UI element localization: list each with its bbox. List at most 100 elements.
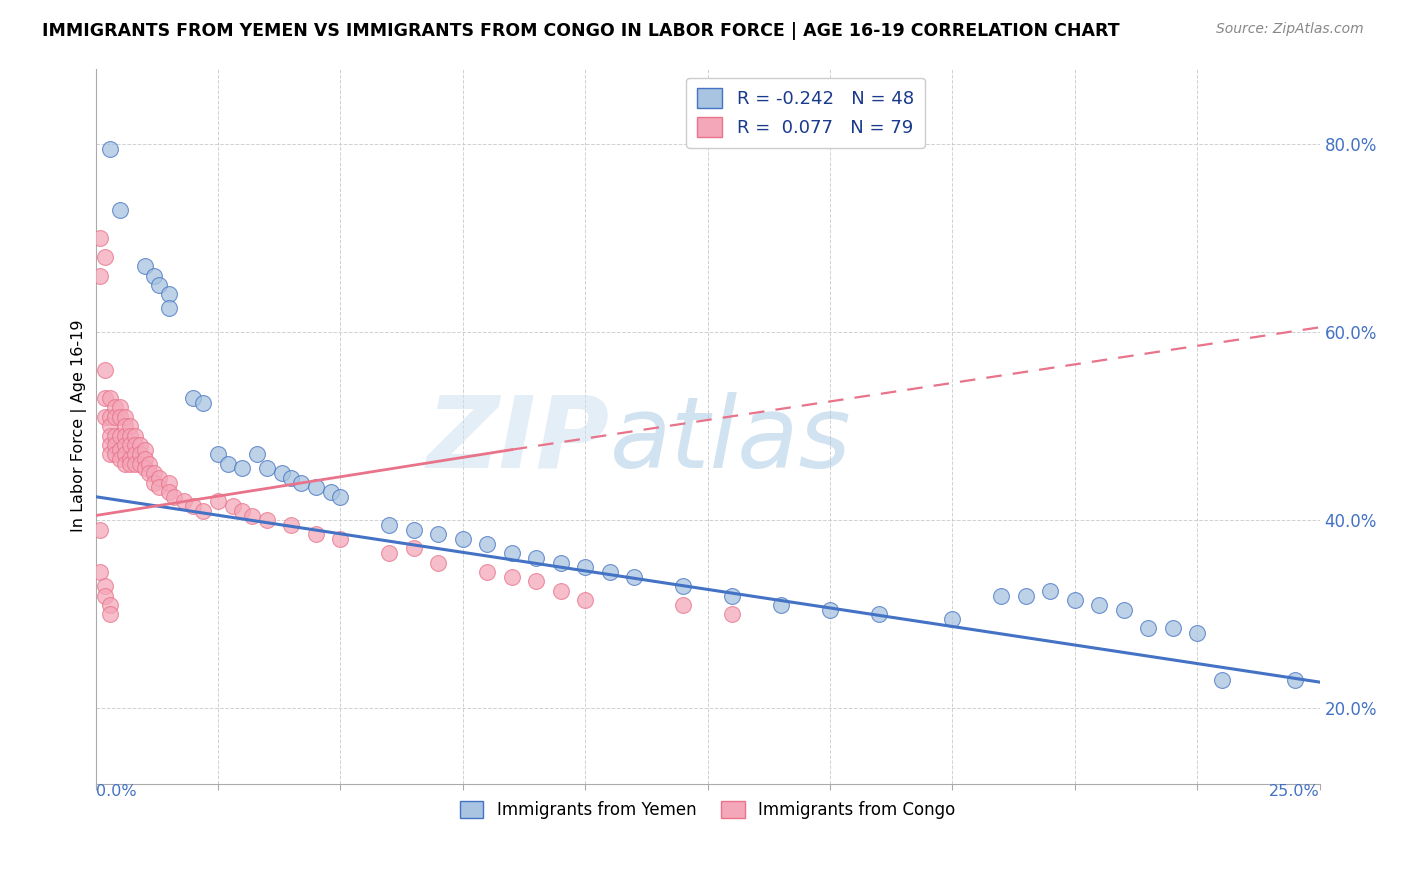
Point <box>124 457 146 471</box>
Point <box>108 401 131 415</box>
Point <box>118 419 141 434</box>
Point <box>1185 626 1208 640</box>
Point <box>378 546 401 560</box>
Point <box>221 499 243 513</box>
Text: atlas: atlas <box>610 392 851 489</box>
Point <box>427 527 450 541</box>
Point <box>98 428 121 442</box>
Point <box>89 231 111 245</box>
Point <box>451 532 474 546</box>
Point <box>138 466 160 480</box>
Y-axis label: In Labor Force | Age 16-19: In Labor Force | Age 16-19 <box>72 320 87 533</box>
Point <box>134 442 156 457</box>
Point <box>98 447 121 461</box>
Point <box>501 570 523 584</box>
Point <box>329 490 352 504</box>
Text: ZIP: ZIP <box>426 392 610 489</box>
Point <box>240 508 263 523</box>
Point <box>114 438 136 452</box>
Point <box>574 560 596 574</box>
Point <box>128 438 150 452</box>
Point <box>1161 622 1184 636</box>
Point <box>94 579 117 593</box>
Point <box>114 409 136 424</box>
Point <box>89 268 111 283</box>
Point <box>183 499 205 513</box>
Point <box>868 607 890 622</box>
Point <box>143 475 166 490</box>
Point <box>89 565 111 579</box>
Point <box>114 428 136 442</box>
Point <box>118 428 141 442</box>
Point <box>207 447 229 461</box>
Point <box>173 494 195 508</box>
Text: IMMIGRANTS FROM YEMEN VS IMMIGRANTS FROM CONGO IN LABOR FORCE | AGE 16-19 CORREL: IMMIGRANTS FROM YEMEN VS IMMIGRANTS FROM… <box>42 22 1119 40</box>
Point <box>114 447 136 461</box>
Point <box>329 532 352 546</box>
Point <box>672 579 695 593</box>
Point <box>118 452 141 467</box>
Point <box>524 550 547 565</box>
Point <box>305 480 328 494</box>
Point <box>427 556 450 570</box>
Point <box>1088 598 1111 612</box>
Point <box>183 391 205 405</box>
Point <box>98 438 121 452</box>
Point <box>402 541 425 556</box>
Point <box>818 602 841 616</box>
Point <box>550 556 572 570</box>
Point <box>1284 673 1306 688</box>
Point <box>98 607 121 622</box>
Point <box>124 428 146 442</box>
Text: Source: ZipAtlas.com: Source: ZipAtlas.com <box>1216 22 1364 37</box>
Point <box>124 447 146 461</box>
Point <box>143 268 166 283</box>
Point <box>163 490 186 504</box>
Point <box>114 457 136 471</box>
Point <box>231 461 253 475</box>
Point <box>193 395 215 409</box>
Point <box>256 513 278 527</box>
Point <box>134 461 156 475</box>
Point <box>378 517 401 532</box>
Point <box>193 504 215 518</box>
Point <box>550 583 572 598</box>
Point <box>207 494 229 508</box>
Point <box>246 447 269 461</box>
Point <box>104 401 127 415</box>
Point <box>104 438 127 452</box>
Point <box>157 287 180 301</box>
Point <box>114 419 136 434</box>
Text: 0.0%: 0.0% <box>96 784 136 798</box>
Point <box>1015 589 1038 603</box>
Point <box>138 457 160 471</box>
Point <box>108 202 131 217</box>
Point <box>524 574 547 589</box>
Point <box>108 452 131 467</box>
Point <box>941 612 963 626</box>
Point <box>128 457 150 471</box>
Point <box>721 589 744 603</box>
Point <box>319 485 342 500</box>
Point <box>574 593 596 607</box>
Point <box>477 565 499 579</box>
Point <box>280 471 302 485</box>
Point <box>721 607 744 622</box>
Point <box>94 589 117 603</box>
Point <box>98 598 121 612</box>
Point <box>270 466 292 480</box>
Point <box>990 589 1012 603</box>
Point <box>104 428 127 442</box>
Point <box>108 409 131 424</box>
Point <box>157 475 180 490</box>
Point <box>231 504 253 518</box>
Point <box>148 277 170 292</box>
Point <box>104 409 127 424</box>
Point <box>280 517 302 532</box>
Point <box>94 362 117 376</box>
Point <box>217 457 239 471</box>
Point <box>134 452 156 467</box>
Point <box>1211 673 1233 688</box>
Legend: Immigrants from Yemen, Immigrants from Congo: Immigrants from Yemen, Immigrants from C… <box>453 794 962 825</box>
Point <box>477 537 499 551</box>
